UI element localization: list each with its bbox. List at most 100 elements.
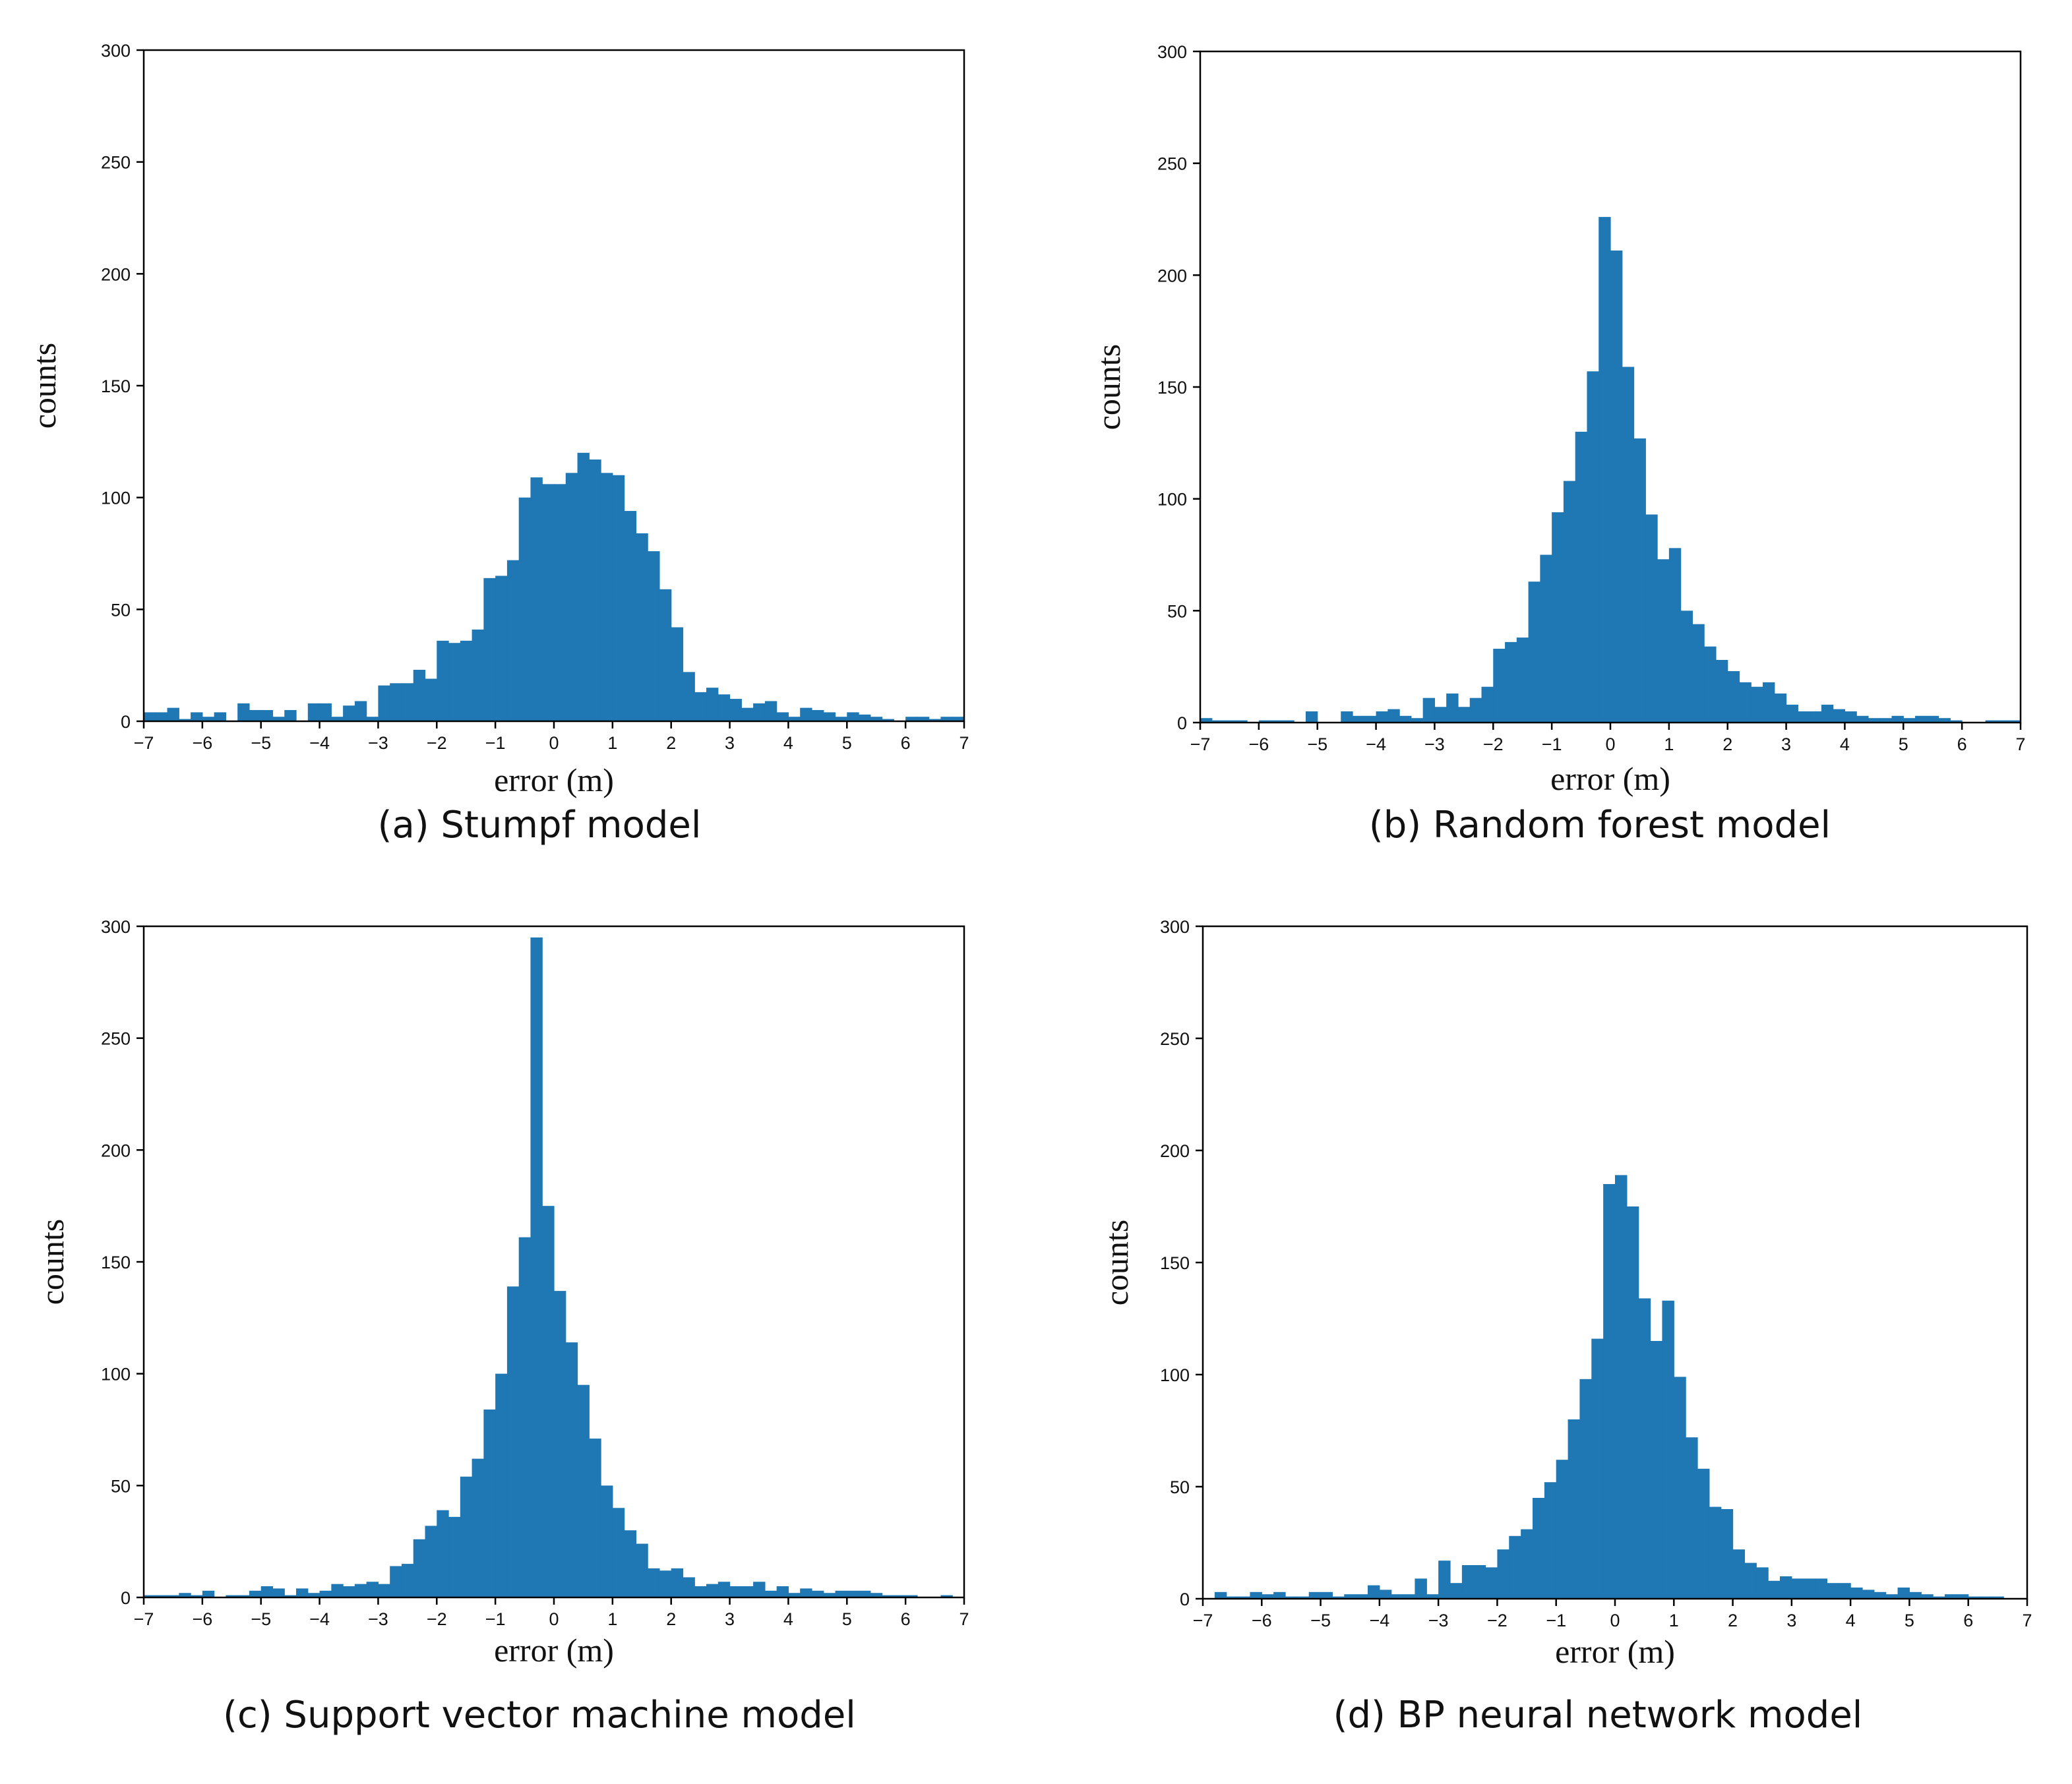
histogram-bar — [882, 1595, 894, 1597]
histogram-bar — [366, 1582, 379, 1597]
histogram-bar — [460, 640, 473, 721]
x-tick-label: 6 — [1963, 1611, 1973, 1630]
histogram-bar — [694, 692, 707, 721]
histogram-bar — [1450, 1583, 1463, 1599]
histogram-bar — [1258, 720, 1271, 723]
y-tick-label: 200 — [101, 264, 131, 284]
histogram-bar — [260, 710, 274, 721]
histogram-bar — [683, 1577, 695, 1597]
chart-panel-3: −7 −6 −5 −4 −3 −2 −1 0 1 2 3 4 5 6 7 0 50 100 150 200 250 300… — [34, 917, 969, 1737]
histogram-bar — [284, 1595, 297, 1597]
histogram-bar — [894, 1595, 906, 1597]
y-tick-label: 200 — [1157, 266, 1187, 285]
histogram-bar — [401, 1564, 414, 1597]
x-tick-label: 5 — [1899, 734, 1908, 754]
histogram-bar — [1238, 1596, 1251, 1599]
histogram-bar — [1603, 1184, 1616, 1599]
x-tick-label: −3 — [368, 1609, 388, 1629]
histogram-bar — [1223, 720, 1236, 723]
histogram-bar — [1997, 720, 2009, 723]
histogram-bar — [1638, 1298, 1651, 1599]
histogram-bar — [940, 717, 953, 721]
histogram-bar — [530, 937, 543, 1597]
histogram-bar — [1780, 1576, 1792, 1599]
histogram-bar — [260, 1586, 274, 1597]
y-tick-label: 150 — [1157, 378, 1187, 398]
histogram-bar — [741, 1586, 754, 1597]
histogram-bar — [1273, 1591, 1286, 1599]
histogram-bar — [800, 1588, 812, 1597]
histogram-bar — [636, 533, 648, 721]
histogram-bar — [2009, 720, 2021, 723]
histogram-bar — [307, 1593, 320, 1597]
histogram-bar — [1909, 1591, 1922, 1599]
x-tick-label: 1 — [607, 1609, 617, 1629]
histogram-bar — [1214, 1591, 1227, 1599]
histogram-bar — [483, 578, 496, 721]
histogram-bar — [1803, 1578, 1816, 1599]
histogram-bar — [1473, 1565, 1486, 1599]
histogram-bar — [155, 1595, 168, 1597]
histogram-bar — [425, 1526, 437, 1597]
histogram-bar — [788, 1593, 801, 1597]
x-tick-label: −5 — [1307, 734, 1327, 754]
x-tick-label: −1 — [1542, 734, 1562, 754]
histogram-bar — [565, 1342, 578, 1597]
histogram-bar — [1885, 1594, 1899, 1599]
y-tick-label: 250 — [101, 1029, 131, 1049]
histogram-bar — [272, 717, 285, 721]
x-tick-label: 1 — [1664, 734, 1674, 754]
histogram-bar — [249, 1590, 262, 1597]
y-tick-label: 0 — [1180, 1590, 1190, 1609]
histogram-bar — [1391, 1594, 1404, 1599]
x-tick-label: −7 — [1190, 734, 1211, 754]
histogram-bar — [1285, 1596, 1298, 1599]
histogram-bar — [437, 1510, 449, 1597]
x-tick-label: 5 — [1904, 1611, 1914, 1630]
x-tick-label: 3 — [725, 1609, 735, 1629]
histogram-bar — [659, 1570, 672, 1597]
histogram-bar — [1533, 1498, 1545, 1599]
histogram-bar — [1387, 709, 1400, 723]
y-tick-label: 50 — [111, 1476, 131, 1496]
histogram-bar — [1739, 682, 1752, 723]
x-tick-label: −1 — [485, 1609, 506, 1629]
histogram-bar — [1403, 1594, 1416, 1599]
histogram-bar — [612, 1508, 625, 1597]
histogram-bar — [319, 703, 332, 721]
histogram-bar — [1721, 1509, 1734, 1599]
histogram-bar — [1650, 1341, 1663, 1599]
histogram-bar — [706, 1584, 719, 1597]
chart-caption: (a) Stumpf model — [378, 804, 702, 847]
histogram-bar — [952, 717, 965, 721]
histogram-bar — [518, 1237, 532, 1597]
histogram-bar — [1768, 1580, 1781, 1599]
histogram-bar — [601, 473, 613, 721]
histogram-bar — [1727, 670, 1740, 723]
histogram-bars — [144, 452, 965, 721]
x-axis-label: error (m) — [494, 761, 614, 798]
histogram-bar — [648, 551, 660, 721]
histogram-bar — [202, 1590, 215, 1597]
histogram-bar — [472, 1458, 484, 1597]
histogram-bar — [1235, 720, 1248, 723]
x-tick-label: −6 — [1248, 734, 1269, 754]
histogram-bar — [554, 484, 566, 721]
x-tick-label: 2 — [666, 1609, 676, 1629]
histogram-bar — [1399, 715, 1412, 723]
histogram-bar — [659, 589, 672, 721]
histogram-bar — [1305, 711, 1318, 723]
histogram-bar — [1921, 1594, 1934, 1599]
histogram-bar — [1568, 1419, 1581, 1599]
histogram-bar — [1364, 715, 1377, 723]
x-tick-label: −7 — [134, 733, 154, 753]
histogram-bar — [1521, 1529, 1533, 1599]
histogram-bar — [483, 1409, 496, 1597]
x-tick-label: −7 — [134, 1609, 154, 1629]
histogram-bar — [624, 1530, 636, 1597]
histogram-bar — [1680, 610, 1693, 723]
histogram-bar — [530, 477, 543, 721]
histogram-bar — [214, 712, 226, 721]
histogram-bar — [870, 717, 883, 721]
